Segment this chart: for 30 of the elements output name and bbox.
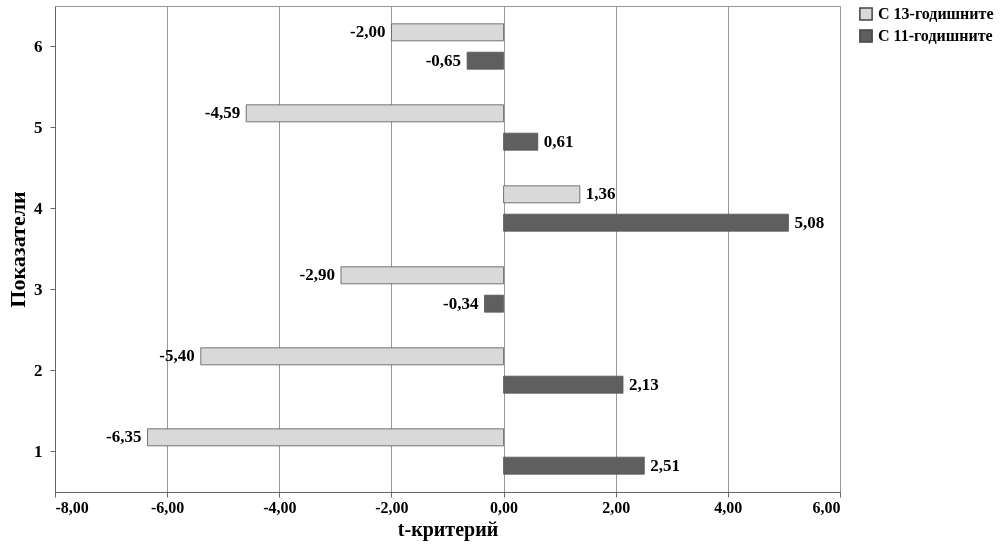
y-tick-label: 3 <box>34 279 43 299</box>
data-label: 0,61 <box>543 131 574 151</box>
x-tick-label: 4,00 <box>714 498 743 516</box>
x-tick-label: -2,00 <box>375 498 409 516</box>
x-tick-label: 2,00 <box>602 498 631 516</box>
y-tick-label: 5 <box>34 117 43 137</box>
data-label: -2,90 <box>299 265 335 285</box>
x-tick-label: -8,00 <box>55 498 89 516</box>
data-label: -6,35 <box>106 427 142 447</box>
legend-label: С 11-годишните <box>878 27 993 44</box>
x-tick-label: 6,00 <box>812 498 841 516</box>
data-label: -4,59 <box>204 103 241 123</box>
x-tick-label: -6,00 <box>150 498 185 516</box>
x-axis-title: t-критерий <box>397 517 499 541</box>
y-tick-label: 2 <box>34 360 43 380</box>
data-label: -0,34 <box>443 293 479 313</box>
data-label: 5,08 <box>794 212 825 232</box>
data-label: 2,51 <box>650 455 681 475</box>
data-label: -2,00 <box>350 22 386 42</box>
x-tick-label: 0,00 <box>490 498 519 516</box>
y-tick-label: 4 <box>34 198 43 218</box>
legend-label: С 13-годишните <box>878 5 994 22</box>
x-tick-label: -4,00 <box>263 498 297 516</box>
y-tick-label: 1 <box>34 441 43 461</box>
data-label: 1,36 <box>585 184 616 204</box>
y-axis-title: Показатели <box>5 191 30 308</box>
data-label: 2,13 <box>629 374 659 394</box>
data-label: -0,65 <box>425 50 462 70</box>
data-label: -5,40 <box>159 346 195 366</box>
y-tick-label: 6 <box>34 36 43 56</box>
